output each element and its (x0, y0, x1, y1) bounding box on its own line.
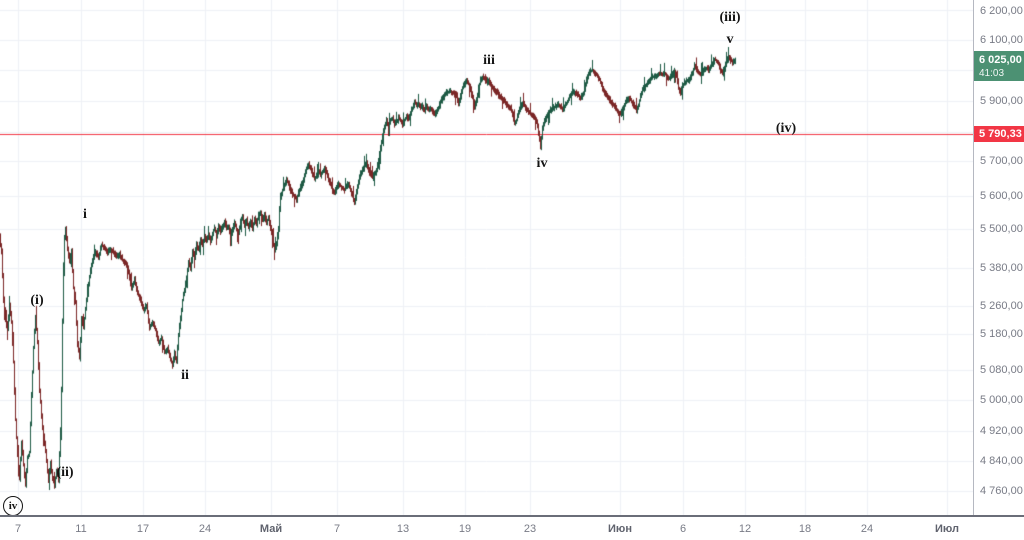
price-tick-label: 5 080,00 (980, 364, 1023, 376)
current-price-value: 6 025,00 (979, 54, 1022, 66)
wave-label-ii[interactable]: ii (181, 368, 189, 383)
price-tick-label: 5 180,00 (980, 328, 1023, 340)
time-tick-label: 12 (738, 523, 752, 535)
price-tick-label: 4 920,00 (980, 425, 1023, 437)
time-tick-label: 11 (75, 523, 87, 535)
horizontal-line-price-badge: 5 790,33 (974, 126, 1024, 142)
price-tick-label: 4 840,00 (980, 455, 1023, 467)
wave-label-i[interactable]: (i) (30, 293, 44, 308)
time-axis[interactable]: 7 11 17 24 Май 7 13 19 23 Июн 6 12 18 24 Июл (0, 515, 1024, 540)
time-tick-label: 24 (860, 523, 874, 535)
time-tick-label: 17 (136, 523, 150, 535)
price-tick-label: 6 100,00 (980, 34, 1023, 46)
price-tick-label: 4 760,00 (980, 485, 1023, 497)
price-tick-label: 5 500,00 (980, 223, 1023, 235)
price-tick-label: 5 380,00 (980, 262, 1023, 274)
wave-label-iii[interactable]: (iii) (719, 10, 741, 25)
price-tick-label: 6 200,00 (980, 5, 1023, 17)
wave-label-iii[interactable]: iii (483, 53, 495, 68)
price-tick-label: 5 260,00 (980, 300, 1023, 312)
time-tick-label: 23 (523, 523, 537, 535)
time-tick-label: 13 (396, 523, 410, 535)
chart-canvas[interactable] (0, 0, 973, 515)
wave-label-iv-circled[interactable]: iv (3, 496, 23, 516)
wave-label-iv[interactable]: (iv) (775, 121, 797, 136)
price-tick-label: 5 000,00 (980, 394, 1023, 406)
price-axis[interactable]: 6 200,00 6 100,00 5 900,00 5 700,00 5 600,00… (973, 0, 1024, 515)
price-tick-label: 5 900,00 (980, 95, 1023, 107)
price-tick-label: 5 600,00 (980, 190, 1023, 202)
time-tick-label: Июн (608, 523, 632, 535)
wave-label-i[interactable]: i (83, 207, 87, 222)
time-tick-label: 7 (333, 523, 341, 535)
wave-label-iv[interactable]: iv (536, 156, 548, 171)
current-price-badge: 6 025,00 41:03 (974, 51, 1024, 81)
time-tick-label: 6 (679, 523, 687, 535)
time-tick-label: 18 (798, 523, 812, 535)
wave-label-v[interactable]: v (726, 32, 734, 47)
time-tick-label: Май (259, 523, 283, 535)
bar-countdown: 41:03 (979, 68, 1005, 79)
time-tick-label: 7 (14, 523, 22, 535)
wave-label-ii[interactable]: (ii) (56, 465, 74, 480)
time-tick-label: 19 (458, 523, 472, 535)
time-tick-label: Июл (934, 523, 960, 535)
time-tick-label: 24 (198, 523, 212, 535)
price-tick-label: 5 700,00 (980, 155, 1023, 167)
